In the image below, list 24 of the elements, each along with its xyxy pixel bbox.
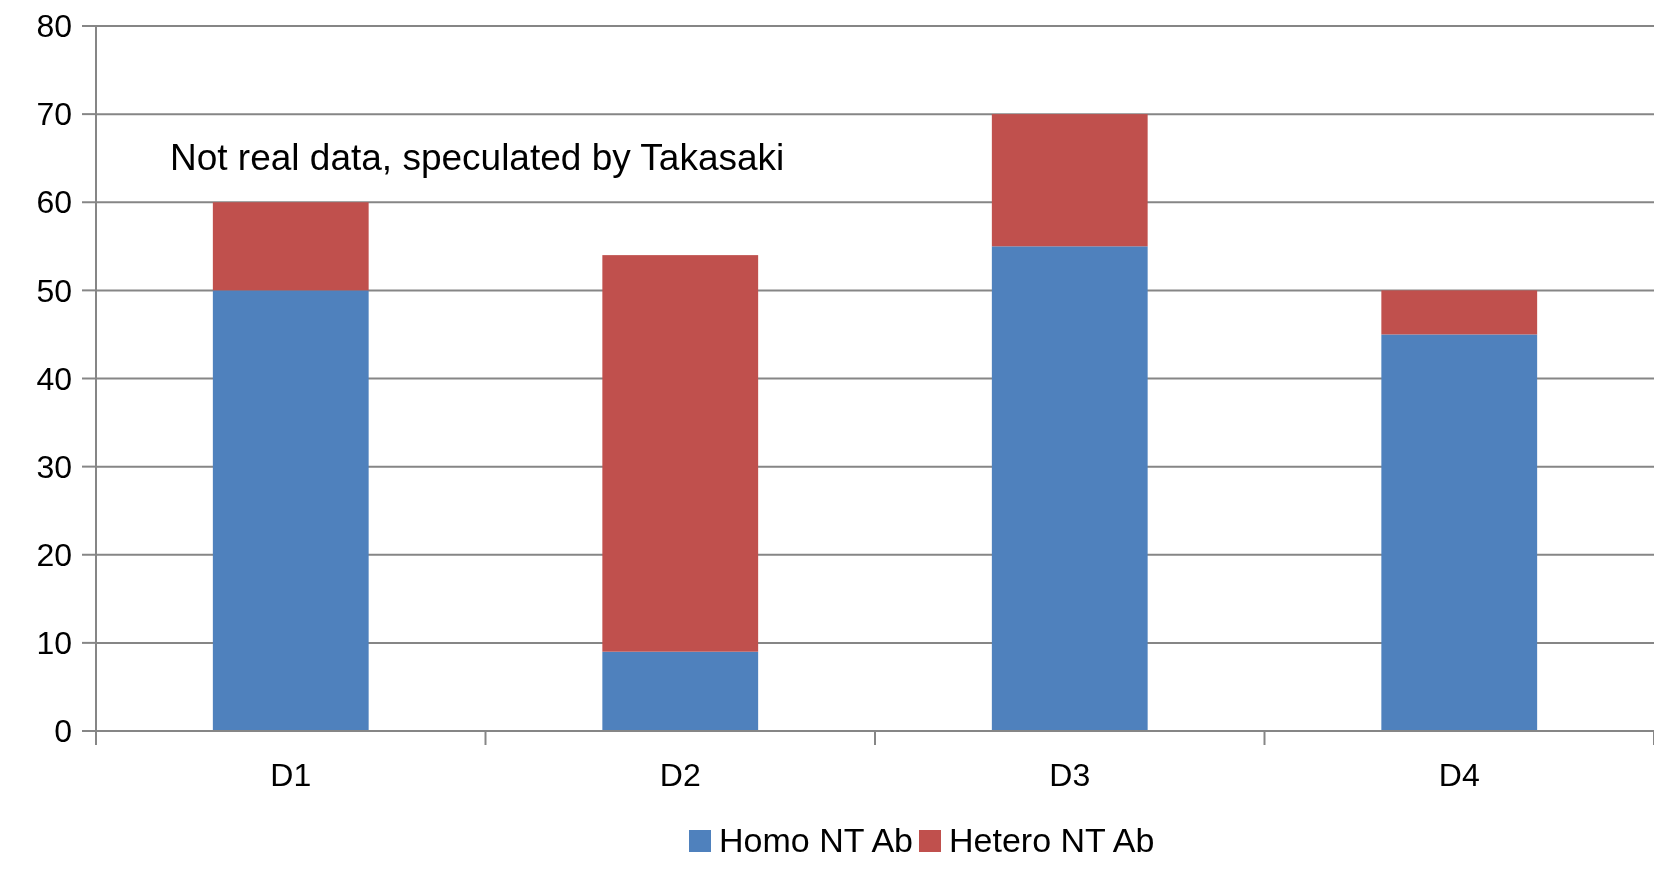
bar <box>991 246 1148 731</box>
y-tick-label: 70 <box>36 96 72 133</box>
bar <box>602 651 759 731</box>
bar <box>1381 290 1538 335</box>
x-tick-label: D1 <box>270 757 312 793</box>
x-tick-label: D3 <box>1049 757 1091 793</box>
legend-label: Hetero NT Ab <box>949 821 1155 859</box>
y-tick-label: 30 <box>36 448 72 485</box>
y-tick-label: 20 <box>36 536 72 573</box>
bar <box>212 202 369 291</box>
y-tick-label: 80 <box>36 8 72 45</box>
bar <box>212 290 369 731</box>
y-tick-label: 10 <box>36 625 72 662</box>
bar <box>1381 334 1538 731</box>
legend-label: Homo NT Ab <box>719 821 914 859</box>
y-tick-label: 60 <box>36 184 72 221</box>
annotation: Not real data, speculated by Takasaki <box>170 137 785 178</box>
bar <box>991 114 1148 247</box>
x-tick-label: D2 <box>659 757 701 793</box>
x-tick-label: D4 <box>1438 757 1480 793</box>
y-tick-label: 50 <box>36 272 72 309</box>
y-tick-label: 40 <box>36 360 72 397</box>
bar <box>602 255 759 652</box>
y-tick-label: 0 <box>54 713 72 750</box>
